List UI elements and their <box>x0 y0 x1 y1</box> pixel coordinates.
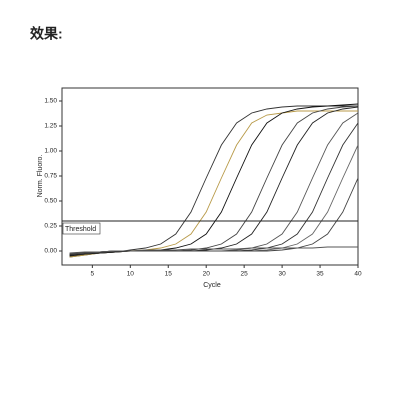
x-tick-label: 10 <box>127 271 135 278</box>
amplification-curve <box>69 105 358 258</box>
x-tick-label: 15 <box>165 271 173 278</box>
amplification-curve <box>69 103 358 257</box>
amplification-curve <box>69 106 358 256</box>
y-tick-label: 1.25 <box>44 123 57 130</box>
y-tick-label: 0.75 <box>44 173 57 180</box>
amplification-curve <box>69 246 358 254</box>
x-tick-label: 20 <box>203 271 211 278</box>
y-tick-label: 0.25 <box>44 223 57 230</box>
y-tick-label: 1.00 <box>44 148 57 155</box>
amplification-curve <box>69 122 358 255</box>
y-tick-label: 0.50 <box>44 198 57 205</box>
y-tick-label: 0.00 <box>44 248 57 255</box>
threshold-box <box>62 222 101 235</box>
y-axis-label: Norm. Fluoro. <box>37 155 44 198</box>
x-tick-label: 25 <box>241 271 249 278</box>
y-tick-label: 1.50 <box>44 98 57 105</box>
amplification-curve <box>69 105 358 256</box>
x-tick-label: 35 <box>316 271 324 278</box>
x-axis-label: Cycle <box>203 282 221 289</box>
amplification-curve <box>69 177 358 255</box>
x-tick-label: 30 <box>278 271 286 278</box>
amplification-curve <box>69 110 358 258</box>
threshold-label: Threshold <box>65 226 96 233</box>
x-tick-label: 5 <box>91 271 95 278</box>
heading: 效果: <box>30 26 63 42</box>
x-tick-label: 40 <box>354 271 362 278</box>
amplification-curve <box>69 112 358 255</box>
